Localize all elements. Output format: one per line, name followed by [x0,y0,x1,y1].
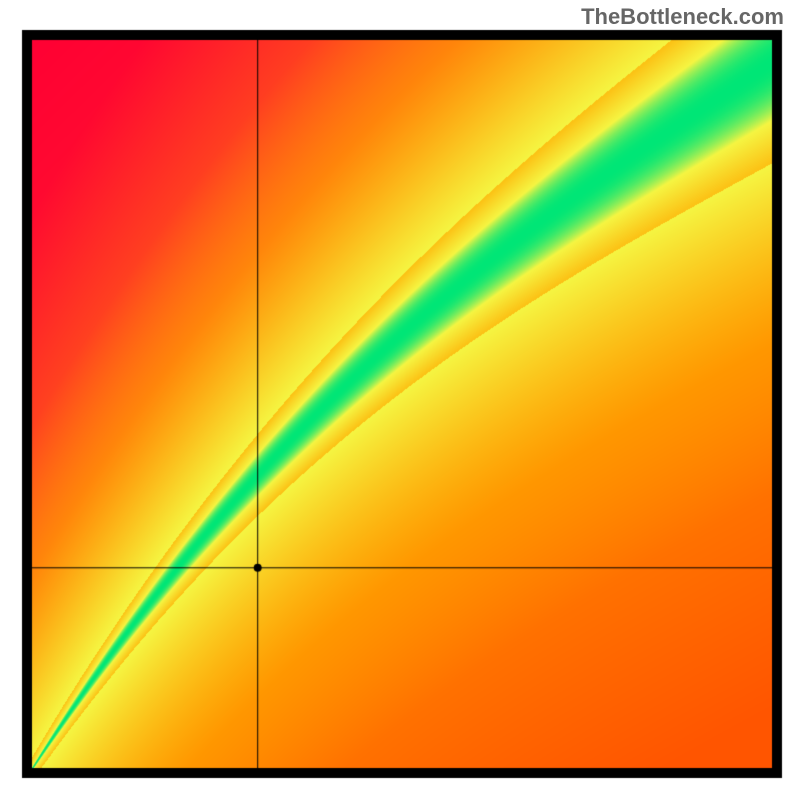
chart-container: TheBottleneck.com [0,0,800,800]
heatmap-canvas [0,0,800,800]
watermark-text: TheBottleneck.com [581,4,784,30]
